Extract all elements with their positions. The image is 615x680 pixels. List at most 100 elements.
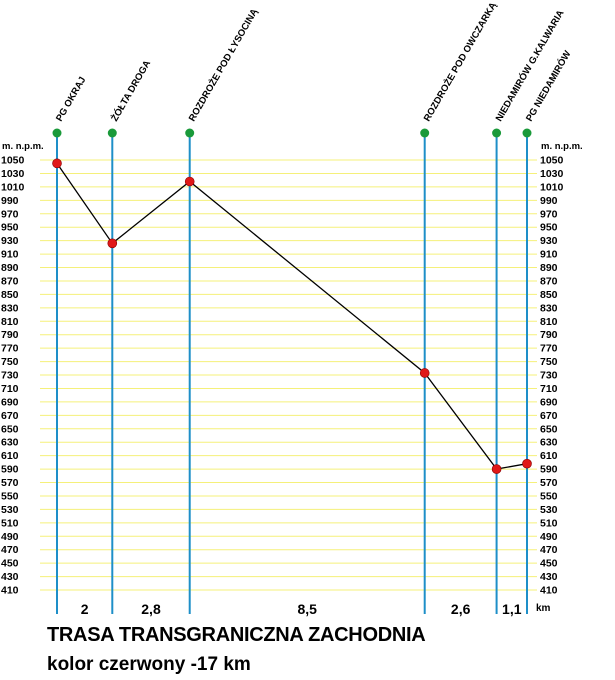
segment-distance-label: 2,6 bbox=[451, 601, 471, 617]
y-tick-label: 810 bbox=[1, 316, 19, 328]
y-tick-label: 470 bbox=[1, 544, 19, 556]
data-points bbox=[52, 158, 532, 474]
y-tick-label: 770 bbox=[540, 343, 558, 355]
station-marker bbox=[52, 128, 62, 138]
y-tick-label: 490 bbox=[1, 531, 19, 543]
station-marker bbox=[492, 128, 502, 138]
segment-distance-label: 8,5 bbox=[297, 601, 317, 617]
y-tick-label: 490 bbox=[540, 531, 558, 543]
data-point bbox=[107, 238, 118, 249]
data-point bbox=[419, 368, 430, 378]
y-tick-label: 650 bbox=[1, 423, 19, 435]
y-tick-label: 950 bbox=[1, 222, 19, 234]
station-labels: PG OKRAJ ŻÓŁTA DROGA ROZDROŻE POD ŁYSOCINĄ… bbox=[54, 0, 573, 123]
y-tick-label: 970 bbox=[540, 208, 558, 220]
y-tick-label: 990 bbox=[1, 195, 19, 207]
y-tick-label: 970 bbox=[1, 208, 19, 220]
data-point bbox=[52, 158, 62, 169]
y-tick-label: 590 bbox=[1, 464, 19, 476]
y-tick-label: 550 bbox=[1, 490, 19, 502]
y-tick-label: 590 bbox=[540, 464, 558, 476]
y-tick-label: 530 bbox=[540, 504, 558, 516]
y-tick-label: 870 bbox=[1, 275, 19, 287]
y-tick-label: 990 bbox=[540, 195, 558, 207]
y-tick-label: 630 bbox=[540, 437, 558, 449]
y-tick-label: 510 bbox=[1, 517, 19, 529]
station-lines bbox=[52, 128, 532, 614]
segment-distance-label: 1,1 bbox=[502, 601, 522, 617]
y-tick-label: 430 bbox=[540, 571, 558, 583]
y-tick-label: 630 bbox=[1, 437, 19, 449]
y-tick-label: 710 bbox=[540, 383, 558, 395]
y-tick-label: 510 bbox=[540, 517, 558, 529]
y-tick-label: 550 bbox=[540, 490, 558, 502]
y-tick-label: 750 bbox=[1, 356, 19, 368]
station-label: PG OKRAJ bbox=[54, 75, 88, 123]
station-marker bbox=[522, 128, 532, 138]
chart-subtitle: kolor czerwony -17 km bbox=[47, 654, 251, 675]
y-axis-label-left: m. n.p.m. bbox=[2, 141, 44, 152]
y-tick-label: 890 bbox=[540, 262, 558, 274]
y-tick-label: 470 bbox=[540, 544, 558, 556]
station-label: ROZDROŻE POD OWCZARKĄ bbox=[422, 0, 499, 123]
y-tick-label: 610 bbox=[540, 450, 558, 462]
station-marker bbox=[420, 128, 430, 138]
y-tick-label: 450 bbox=[540, 558, 558, 570]
y-tick-label: 790 bbox=[540, 329, 558, 341]
y-tick-label: 1010 bbox=[1, 181, 25, 193]
y-tick-label: 810 bbox=[540, 316, 558, 328]
y-tick-label: 690 bbox=[1, 396, 19, 408]
y-tick-label: 750 bbox=[540, 356, 558, 368]
y-tick-label: 670 bbox=[540, 410, 558, 422]
y-tick-label: 930 bbox=[540, 235, 558, 247]
y-tick-label: 410 bbox=[1, 585, 19, 597]
chart-title: TRASA TRANSGRANICZNA ZACHODNIA bbox=[47, 624, 426, 646]
y-tick-label: 570 bbox=[540, 477, 558, 489]
elevation-profile-line bbox=[56, 162, 528, 470]
y-tick-label: 910 bbox=[1, 249, 19, 261]
y-tick-label: 710 bbox=[1, 383, 19, 395]
data-point bbox=[184, 176, 195, 187]
segment-distance-label: 2 bbox=[81, 601, 89, 617]
station-label: ROZDROŻE POD ŁYSOCINĄ bbox=[187, 7, 261, 124]
y-tick-label: 570 bbox=[1, 477, 19, 489]
y-tick-label: 670 bbox=[1, 410, 19, 422]
station-marker bbox=[185, 128, 195, 138]
y-axis-label-right: m. n.p.m. bbox=[541, 141, 583, 152]
y-tick-label: 650 bbox=[540, 423, 558, 435]
y-tick-label: 790 bbox=[1, 329, 19, 341]
y-tick-label: 770 bbox=[1, 343, 19, 355]
y-tick-label: 1010 bbox=[540, 181, 564, 193]
y-tick-label: 410 bbox=[540, 585, 558, 597]
y-tick-label: 450 bbox=[1, 558, 19, 570]
station-marker bbox=[107, 128, 117, 138]
y-tick-label: 530 bbox=[1, 504, 19, 516]
distance-unit-label: km bbox=[536, 603, 551, 614]
y-tick-label: 910 bbox=[540, 249, 558, 261]
segment-distance-label: 2,8 bbox=[141, 601, 161, 617]
grid-lines bbox=[40, 159, 537, 591]
y-tick-label: 1050 bbox=[1, 155, 25, 167]
y-tick-label: 610 bbox=[1, 450, 19, 462]
y-tick-label: 1050 bbox=[540, 155, 564, 167]
y-tick-label: 930 bbox=[1, 235, 19, 247]
y-tick-label: 870 bbox=[540, 275, 558, 287]
y-tick-label: 850 bbox=[1, 289, 19, 301]
y-tick-label: 850 bbox=[540, 289, 558, 301]
station-label: ŻÓŁTA DROGA bbox=[108, 58, 153, 124]
y-tick-label: 830 bbox=[1, 302, 19, 314]
y-tick-label: 950 bbox=[540, 222, 558, 234]
y-tick-label: 1030 bbox=[1, 168, 25, 180]
y-tick-label: 730 bbox=[1, 370, 19, 382]
y-tick-label: 1030 bbox=[540, 168, 564, 180]
y-tick-label: 830 bbox=[540, 302, 558, 314]
segment-distance-labels: 2 2,8 8,5 2,6 1,1 bbox=[81, 601, 522, 617]
y-tick-label: 730 bbox=[540, 370, 558, 382]
data-point bbox=[522, 458, 532, 469]
data-point bbox=[491, 464, 502, 474]
y-tick-label: 890 bbox=[1, 262, 19, 274]
y-tick-label: 690 bbox=[540, 396, 558, 408]
